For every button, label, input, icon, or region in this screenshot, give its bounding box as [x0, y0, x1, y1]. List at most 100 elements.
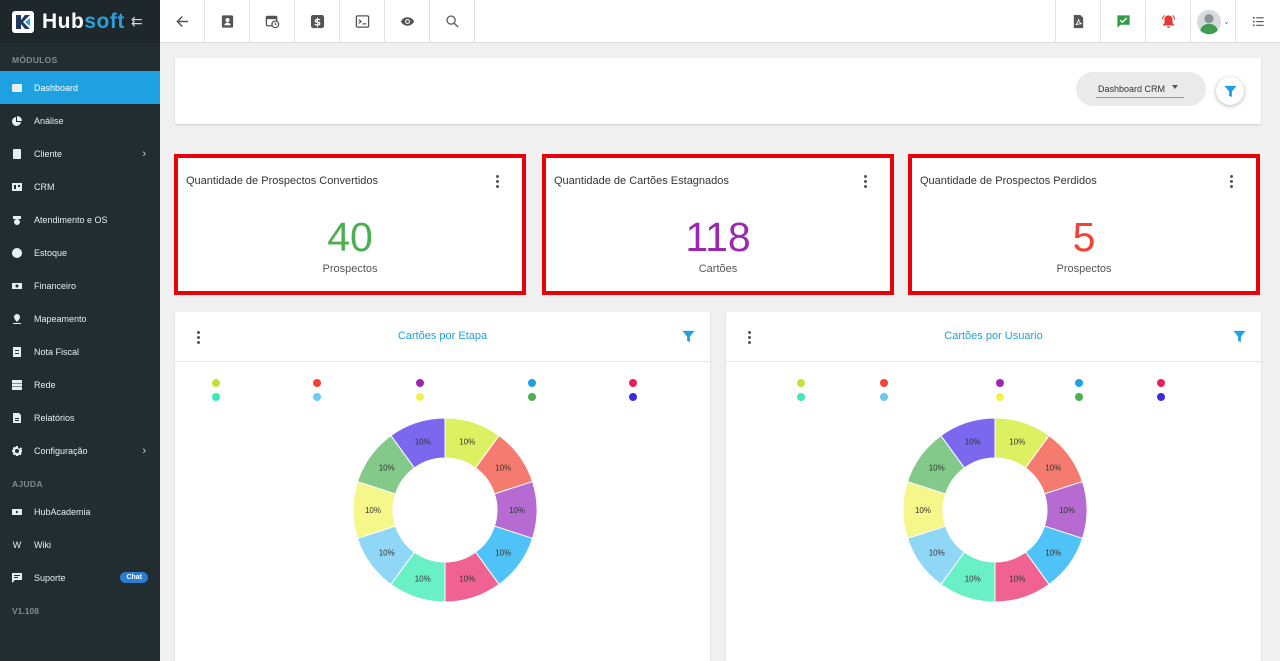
tasks-button[interactable]	[1100, 0, 1145, 43]
visibility-button[interactable]	[385, 0, 430, 43]
legend-dot[interactable]	[797, 393, 805, 401]
sidebar-item-label: Mapeamento	[34, 313, 87, 324]
schedule-button[interactable]	[250, 0, 295, 43]
chart-card-header: Cartões por Etapa	[175, 312, 710, 362]
kebab-menu-icon[interactable]	[1230, 175, 1234, 190]
terminal-button[interactable]	[340, 0, 385, 43]
search-button[interactable]	[430, 0, 475, 43]
legend-dot[interactable]	[528, 393, 536, 401]
sidebar-item-relatorios[interactable]: Relatórios	[0, 401, 160, 434]
sidebar-item-configuracao[interactable]: Configuração ›	[0, 434, 160, 467]
money-icon	[12, 281, 22, 291]
sidebar-item-nota-fiscal[interactable]: Nota Fiscal	[0, 335, 160, 368]
legend-dot[interactable]	[212, 379, 220, 387]
sidebar-item-label: HubAcademia	[34, 506, 91, 517]
contacts-button[interactable]	[205, 0, 250, 43]
donut-slice[interactable]	[940, 417, 996, 469]
legend-dot[interactable]	[629, 393, 637, 401]
kebab-menu-icon[interactable]	[864, 175, 868, 190]
donut-slice[interactable]	[390, 417, 446, 469]
section-label-modules: MÓDULOS	[12, 55, 58, 65]
brand[interactable]: Hubsoft ⇇	[0, 0, 160, 43]
sidebar-item-wiki[interactable]: W Wiki	[0, 528, 160, 561]
stat-unit: Cartões	[698, 263, 738, 275]
stat-card-converted: Quantidade de Prospectos Convertidos 40 …	[174, 154, 526, 295]
legend-dot[interactable]	[212, 393, 220, 401]
slice-label: 10%	[929, 548, 945, 557]
user-menu-button[interactable]: ⌄	[1190, 0, 1235, 43]
sidebar-item-financeiro[interactable]: Financeiro	[0, 269, 160, 302]
topbar-right: ⌄	[1055, 0, 1280, 43]
chart-title: Cartões por Usuario	[944, 330, 1043, 342]
pdf-icon	[1073, 14, 1083, 29]
legend-dot[interactable]	[996, 393, 1004, 401]
sidebar-item-hubacademia[interactable]: HubAcademia	[0, 495, 160, 528]
slice-label: 10%	[379, 464, 395, 473]
caret-down-icon	[1172, 85, 1178, 89]
funnel-icon[interactable]	[681, 329, 696, 349]
pdf-button[interactable]	[1055, 0, 1100, 43]
menu-list-button[interactable]	[1235, 0, 1280, 43]
legend-dot[interactable]	[629, 379, 637, 387]
legend-dot[interactable]	[996, 379, 1004, 387]
filter-button[interactable]	[1216, 77, 1244, 105]
legend-dot[interactable]	[880, 379, 888, 387]
legend-dot[interactable]	[797, 379, 805, 387]
sidebar-item-label: Atendimento e OS	[34, 214, 108, 225]
map-pin-icon	[12, 313, 22, 324]
slice-label: 10%	[1045, 548, 1061, 557]
avatar	[1197, 9, 1222, 34]
kebab-menu-icon[interactable]	[748, 331, 752, 346]
legend-dot[interactable]	[1157, 393, 1165, 401]
sidebar-item-suporte[interactable]: Suporte Chat	[0, 561, 160, 594]
sidebar: Hubsoft ⇇ MÓDULOS Dashboard Análise Clie…	[0, 0, 160, 661]
finance-button[interactable]: $	[295, 0, 340, 43]
back-button[interactable]	[160, 0, 205, 43]
chat-badge[interactable]: Chat	[120, 572, 148, 583]
legend-dot[interactable]	[416, 379, 424, 387]
list-icon	[1252, 16, 1264, 27]
sidebar-item-analise[interactable]: Análise	[0, 104, 160, 137]
search-icon	[445, 15, 459, 28]
sidebar-item-label: CRM	[34, 181, 55, 192]
legend-dot[interactable]	[416, 393, 424, 401]
dollar-icon: $	[310, 14, 324, 28]
legend-dot[interactable]	[313, 379, 321, 387]
funnel-icon[interactable]	[1232, 329, 1247, 349]
slice-label: 10%	[459, 574, 475, 583]
legend-dot[interactable]	[1075, 393, 1083, 401]
contact-card-icon	[12, 148, 22, 159]
sidebar-item-rede[interactable]: Rede	[0, 368, 160, 401]
terminal-icon	[355, 15, 369, 28]
stat-value: 118	[685, 214, 751, 260]
sidebar-item-cliente[interactable]: Cliente ›	[0, 137, 160, 170]
svg-text:$: $	[313, 16, 320, 28]
kebab-menu-icon[interactable]	[496, 175, 500, 190]
sidebar-item-estoque[interactable]: Estoque	[0, 236, 160, 269]
sidebar-item-dashboard[interactable]: Dashboard	[0, 71, 160, 104]
legend-dot[interactable]	[528, 379, 536, 387]
sidebar-item-crm[interactable]: CRM	[0, 170, 160, 203]
chat-icon	[12, 572, 22, 583]
sidebar-item-label: Análise	[34, 115, 64, 126]
brand-name: Hubsoft	[42, 9, 125, 33]
notifications-button[interactable]	[1145, 0, 1190, 43]
stat-unit: Prospectos	[322, 263, 378, 275]
slice-label: 10%	[415, 574, 431, 583]
slice-label: 10%	[495, 464, 511, 473]
dashboard-select[interactable]: Dashboard CRM	[1076, 72, 1206, 106]
kebab-menu-icon[interactable]	[197, 331, 201, 346]
slice-label: 10%	[965, 438, 981, 447]
legend-dot[interactable]	[880, 393, 888, 401]
slice-label: 10%	[929, 464, 945, 473]
collapse-sidebar-icon[interactable]: ⇇	[130, 13, 143, 29]
wiki-icon: W	[12, 539, 22, 550]
slice-label: 10%	[509, 506, 525, 515]
sidebar-item-atendimento[interactable]: Atendimento e OS	[0, 203, 160, 236]
legend-dot[interactable]	[1075, 379, 1083, 387]
sidebar-item-mapeamento[interactable]: Mapeamento	[0, 302, 160, 335]
stat-card-title: Quantidade de Prospectos Convertidos	[186, 175, 379, 187]
legend-dot[interactable]	[313, 393, 321, 401]
sidebar-item-label: Wiki	[34, 539, 51, 550]
legend-dot[interactable]	[1157, 379, 1165, 387]
